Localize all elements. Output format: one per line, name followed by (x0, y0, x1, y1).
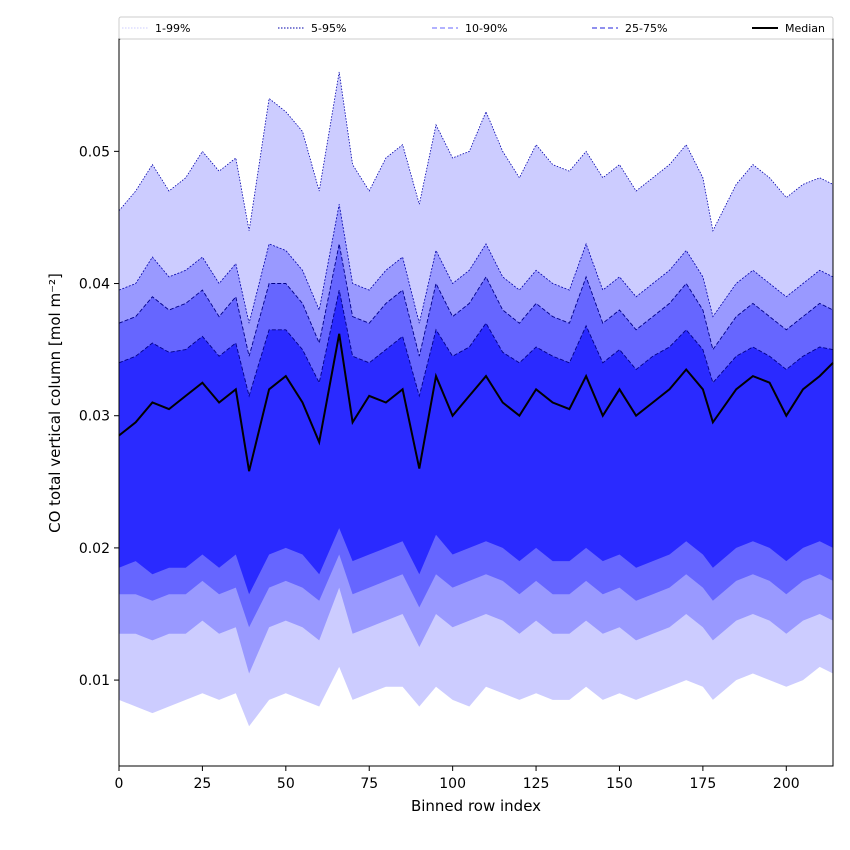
plot-area (118, 38, 834, 767)
y-tick-label: 0.02 (79, 541, 110, 557)
legend: 1-99% 5-95% 10-90% 25-75% Median (118, 16, 834, 40)
y-tick-label: 0.03 (79, 409, 110, 425)
series-line-median (118, 333, 834, 472)
x-tick-label: 150 (606, 776, 633, 792)
y-tick-label: 0.04 (79, 277, 110, 293)
x-tick-label: 175 (690, 776, 717, 792)
y-tick-label: 0.01 (79, 673, 110, 689)
x-axis: 0 25 50 75 100 125 150 175 200 (115, 766, 800, 792)
line-p95 (118, 204, 834, 324)
y-tick-label: 0.05 (79, 144, 110, 160)
x-axis-label: Binned row index (411, 797, 541, 815)
band-25-75 (119, 290, 833, 595)
legend-label: 1-99% (155, 22, 190, 35)
x-tick-label: 200 (773, 776, 800, 792)
x-tick-label: 0 (115, 776, 124, 792)
x-tick-label: 125 (523, 776, 550, 792)
legend-box (118, 16, 834, 40)
x-tick-label: 25 (193, 776, 211, 792)
legend-label: Median (785, 22, 825, 35)
x-tick-label: 75 (360, 776, 378, 792)
y-axis: 0.01 0.02 0.03 0.04 0.05 (79, 144, 119, 689)
y-axis-label: CO total vertical column [mol m⁻²] (46, 273, 64, 533)
line-p75 (118, 290, 834, 398)
legend-label: 25-75% (625, 22, 667, 35)
x-tick-label: 100 (439, 776, 466, 792)
legend-label: 10-90% (465, 22, 507, 35)
legend-label: 5-95% (311, 22, 346, 35)
line-p99 (118, 71, 834, 232)
line-p90 (118, 243, 834, 357)
x-tick-label: 50 (277, 776, 295, 792)
